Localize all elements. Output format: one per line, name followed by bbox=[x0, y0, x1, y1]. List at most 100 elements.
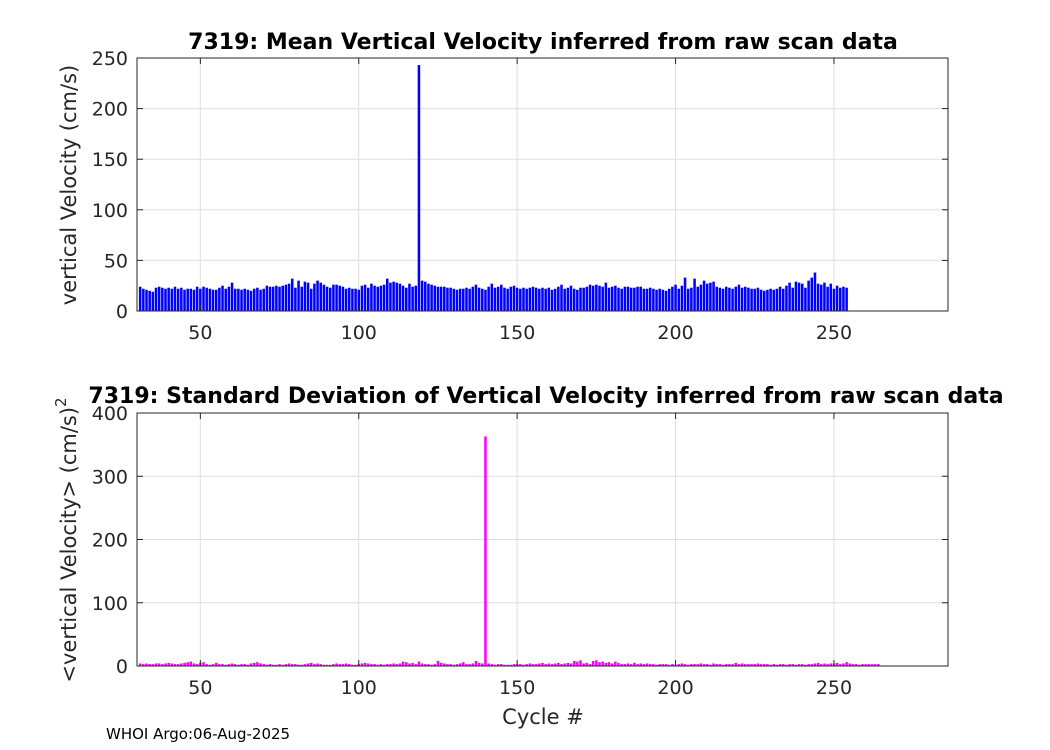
mean-bar bbox=[629, 287, 633, 311]
mean-bar bbox=[259, 289, 262, 311]
mean-bar bbox=[753, 288, 757, 311]
std-ticks: 50 100 150 200 250 0 100 200 300 400 bbox=[92, 403, 948, 699]
std-bar bbox=[433, 664, 437, 666]
mean-bar bbox=[788, 282, 791, 311]
mean-bar bbox=[579, 287, 582, 311]
mean-bar bbox=[756, 287, 760, 311]
mean-bar bbox=[750, 288, 753, 311]
std-bar bbox=[484, 436, 487, 666]
mean-bar bbox=[512, 285, 516, 311]
mean-bar bbox=[414, 285, 418, 311]
mean-bar bbox=[506, 288, 509, 311]
std-bar bbox=[192, 663, 196, 666]
mean-bar bbox=[807, 280, 810, 311]
mean-bar bbox=[392, 281, 395, 311]
mean-bar bbox=[801, 283, 804, 311]
mean-bar bbox=[633, 287, 636, 311]
mean-bar bbox=[588, 284, 592, 311]
mean-bar bbox=[585, 286, 589, 311]
std-bar bbox=[845, 662, 848, 666]
mean-bar bbox=[316, 280, 319, 311]
std-bar bbox=[563, 663, 566, 666]
std-bar bbox=[772, 664, 776, 666]
mean-bar bbox=[617, 287, 620, 311]
mean-bar bbox=[823, 282, 826, 311]
std-bar bbox=[148, 664, 151, 666]
std-bar bbox=[386, 664, 389, 666]
std-bar bbox=[303, 664, 307, 666]
std-bar bbox=[465, 664, 468, 666]
std-bar bbox=[211, 664, 215, 666]
mean-y-tick-label: 100 bbox=[92, 200, 128, 222]
mean-bar bbox=[832, 288, 836, 311]
mean-bar bbox=[373, 285, 376, 311]
std-bar bbox=[667, 664, 671, 666]
mean-bar bbox=[180, 287, 183, 311]
std-bar bbox=[766, 664, 769, 666]
std-bar bbox=[699, 663, 703, 666]
mean-bar bbox=[557, 286, 560, 311]
std-bar bbox=[275, 664, 278, 666]
std-bar bbox=[519, 664, 522, 666]
mean-bar bbox=[401, 285, 405, 311]
std-bar bbox=[588, 664, 592, 666]
std-bar bbox=[446, 664, 449, 666]
std-bar bbox=[237, 664, 240, 666]
std-bar bbox=[870, 664, 874, 666]
mean-bar bbox=[614, 285, 617, 311]
std-bar bbox=[351, 664, 354, 666]
mean-bar bbox=[458, 288, 462, 311]
mean-bar bbox=[309, 288, 313, 311]
mean-bar bbox=[509, 286, 513, 311]
std-bar bbox=[230, 663, 234, 666]
std-bar bbox=[721, 664, 725, 666]
std-bar bbox=[145, 663, 148, 666]
std-bar bbox=[173, 664, 177, 666]
mean-bar bbox=[151, 291, 155, 311]
std-bar bbox=[756, 663, 760, 666]
mean-ticks: 50 100 150 200 250 0 50 100 150 200 250 bbox=[92, 48, 948, 344]
std-bar bbox=[617, 662, 620, 666]
mean-bar bbox=[154, 287, 158, 311]
mean-bar bbox=[563, 288, 566, 311]
std-bar bbox=[208, 664, 212, 666]
std-bar bbox=[363, 662, 367, 666]
mean-bar bbox=[778, 286, 782, 311]
mean-bar bbox=[176, 288, 180, 311]
mean-bar bbox=[734, 286, 738, 311]
std-y-axis-label-text: <vertical Velocity> (cm/s) bbox=[57, 407, 81, 683]
std-bar bbox=[500, 664, 503, 666]
std-bar bbox=[607, 662, 611, 666]
mean-bar bbox=[620, 288, 623, 311]
mean-bar bbox=[639, 286, 642, 311]
mean-bar bbox=[240, 289, 243, 311]
mean-bar bbox=[569, 285, 573, 311]
std-bar bbox=[629, 664, 633, 666]
mean-y-tick-label: 0 bbox=[116, 301, 128, 323]
std-bar bbox=[762, 664, 766, 666]
mean-bar bbox=[427, 283, 430, 311]
mean-bar bbox=[794, 281, 798, 311]
std-y-tick-label: 0 bbox=[116, 656, 128, 678]
std-bar bbox=[176, 664, 180, 666]
mean-x-tick-label: 250 bbox=[816, 322, 852, 344]
std-bar bbox=[189, 661, 193, 666]
mean-y-tick-label: 250 bbox=[92, 48, 128, 70]
std-bar bbox=[224, 664, 227, 666]
mean-bar bbox=[332, 284, 335, 311]
std-bar bbox=[664, 664, 668, 666]
mean-bars bbox=[138, 65, 848, 311]
mean-bar bbox=[271, 286, 275, 311]
mean-bar bbox=[411, 286, 414, 311]
mean-bar bbox=[747, 287, 750, 311]
mean-bar bbox=[528, 287, 532, 311]
mean-bar bbox=[538, 288, 541, 311]
mean-bar bbox=[598, 285, 601, 311]
mean-bar bbox=[278, 286, 281, 311]
std-bar bbox=[842, 663, 845, 666]
mean-bar bbox=[699, 284, 703, 311]
mean-bar bbox=[382, 284, 386, 311]
mean-bar bbox=[686, 288, 690, 311]
mean-bar bbox=[560, 284, 563, 311]
std-x-tick-label: 150 bbox=[499, 677, 535, 699]
